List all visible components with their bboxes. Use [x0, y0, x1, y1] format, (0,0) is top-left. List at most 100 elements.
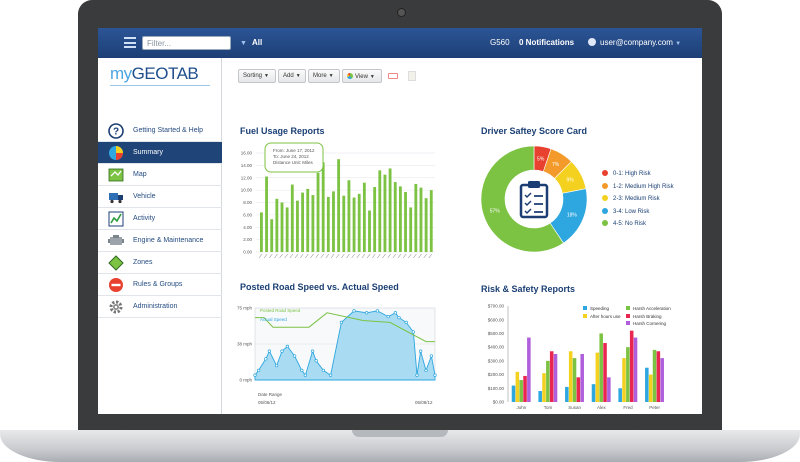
fuel-bar[interactable] — [332, 191, 335, 252]
actual-speed-point[interactable] — [256, 368, 261, 373]
actual-speed-point[interactable] — [393, 311, 398, 315]
fuel-bar[interactable] — [285, 207, 289, 252]
actual-speed-point[interactable] — [386, 314, 390, 319]
fuel-bar[interactable] — [321, 162, 325, 252]
fuel-bar[interactable] — [378, 170, 382, 252]
actual-speed-point[interactable] — [411, 330, 416, 334]
actual-speed-point[interactable] — [415, 373, 419, 377]
user-menu[interactable]: user@company.com ▼ — [588, 38, 681, 47]
actual-speed-point[interactable] — [303, 373, 308, 377]
actual-speed-point[interactable] — [253, 373, 257, 377]
sidebar-item-engine-maintenance[interactable]: Engine & Maintenance — [98, 230, 222, 252]
flag-icon[interactable] — [388, 73, 398, 79]
fuel-bar[interactable] — [260, 212, 263, 252]
actual-speed-point[interactable] — [339, 320, 344, 325]
risk-bar[interactable] — [523, 375, 527, 402]
sidebar-item-rules-groups[interactable]: Rules & Groups — [98, 274, 222, 296]
sidebar-item-getting-started-help[interactable]: ? Getting Started & Help — [98, 120, 222, 142]
fuel-bar[interactable] — [290, 184, 294, 252]
actual-speed-point[interactable] — [285, 344, 290, 349]
menu-icon[interactable] — [124, 37, 136, 48]
risk-bar[interactable] — [591, 384, 596, 402]
fuel-bar[interactable] — [326, 196, 330, 252]
fuel-bar[interactable] — [362, 182, 366, 252]
risk-bar[interactable] — [580, 354, 584, 402]
fuel-bar[interactable] — [368, 210, 371, 252]
sidebar-item-administration[interactable]: Administration — [98, 296, 222, 318]
notifications-button[interactable]: 0 Notifications — [519, 38, 575, 47]
risk-bar[interactable] — [542, 373, 546, 402]
actual-speed-point[interactable] — [433, 373, 437, 377]
actual-speed-point[interactable] — [264, 357, 268, 361]
actual-speed-point[interactable] — [300, 368, 304, 373]
risk-bar[interactable] — [511, 385, 516, 402]
risk-bar[interactable] — [553, 354, 558, 402]
risk-bar[interactable] — [519, 380, 523, 402]
fuel-bar[interactable] — [424, 198, 428, 252]
sidebar-item-activity[interactable]: Activity — [98, 208, 222, 230]
actual-speed-point[interactable] — [424, 368, 428, 373]
risk-bar[interactable] — [595, 352, 600, 402]
actual-speed-point[interactable] — [364, 311, 369, 315]
risk-bar[interactable] — [645, 367, 649, 402]
fuel-bar[interactable] — [383, 174, 387, 252]
actual-speed-point[interactable] — [292, 354, 297, 358]
fuel-bar[interactable] — [429, 190, 433, 252]
fuel-bar[interactable] — [352, 197, 356, 252]
actual-speed-point[interactable] — [397, 315, 401, 320]
risk-bar[interactable] — [549, 351, 554, 402]
risk-bar[interactable] — [656, 351, 661, 402]
risk-bar[interactable] — [648, 374, 653, 402]
actual-speed-point[interactable] — [328, 373, 333, 377]
fuel-bar[interactable] — [316, 172, 320, 252]
actual-speed-point[interactable] — [418, 349, 423, 353]
sidebar-item-map[interactable]: Map — [98, 164, 222, 186]
sidebar-item-zones[interactable]: Zones — [98, 252, 222, 274]
fuel-bar[interactable] — [342, 195, 346, 252]
fuel-bar[interactable] — [347, 180, 351, 252]
fuel-bar[interactable] — [337, 159, 341, 252]
fuel-bar[interactable] — [419, 187, 423, 252]
risk-bar[interactable] — [515, 371, 520, 402]
risk-bar[interactable] — [622, 358, 626, 402]
fuel-bar[interactable] — [393, 182, 397, 252]
fuel-bar[interactable] — [270, 219, 274, 252]
risk-bar[interactable] — [629, 330, 634, 402]
risk-bar[interactable] — [660, 358, 664, 402]
sorting-button[interactable]: Sorting ▼ — [238, 69, 276, 83]
fuel-bar[interactable] — [296, 200, 299, 252]
fuel-bar[interactable] — [414, 183, 418, 252]
actual-speed-point[interactable] — [274, 363, 279, 368]
app-logo[interactable]: myGEOTAB — [110, 64, 199, 84]
fuel-bar[interactable] — [301, 192, 305, 252]
sidebar-item-vehicle[interactable]: Vehicle — [98, 186, 222, 208]
fuel-bar[interactable] — [311, 195, 315, 252]
add-button[interactable]: Add ▼ — [278, 69, 306, 83]
actual-speed-point[interactable] — [310, 349, 315, 353]
fuel-bar[interactable] — [388, 168, 392, 252]
actual-speed-point[interactable] — [404, 320, 408, 325]
risk-bar[interactable] — [565, 386, 569, 402]
fuel-bar[interactable] — [280, 202, 284, 253]
risk-bar[interactable] — [538, 391, 542, 402]
fuel-bar[interactable] — [398, 186, 402, 252]
fuel-bar[interactable] — [409, 207, 413, 252]
fuel-bar[interactable] — [265, 176, 268, 252]
fuel-bar[interactable] — [275, 198, 279, 252]
filter-input[interactable]: Filter... — [142, 36, 231, 50]
sidebar-item-summary[interactable]: Summary — [98, 142, 222, 164]
document-icon[interactable] — [408, 71, 416, 81]
risk-bar[interactable] — [568, 351, 573, 402]
more-button[interactable]: More ▼ — [308, 69, 340, 83]
risk-bar[interactable] — [618, 388, 622, 402]
actual-speed-point[interactable] — [375, 309, 380, 313]
actual-speed-point[interactable] — [321, 368, 326, 373]
fuel-bar[interactable] — [404, 191, 407, 252]
risk-bar[interactable] — [626, 347, 630, 402]
actual-speed-point[interactable] — [280, 349, 284, 353]
actual-speed-point[interactable] — [352, 309, 356, 313]
risk-bar[interactable] — [633, 337, 638, 402]
actual-speed-point[interactable] — [314, 359, 318, 363]
risk-bar[interactable] — [527, 337, 531, 402]
risk-bar[interactable] — [576, 377, 581, 402]
